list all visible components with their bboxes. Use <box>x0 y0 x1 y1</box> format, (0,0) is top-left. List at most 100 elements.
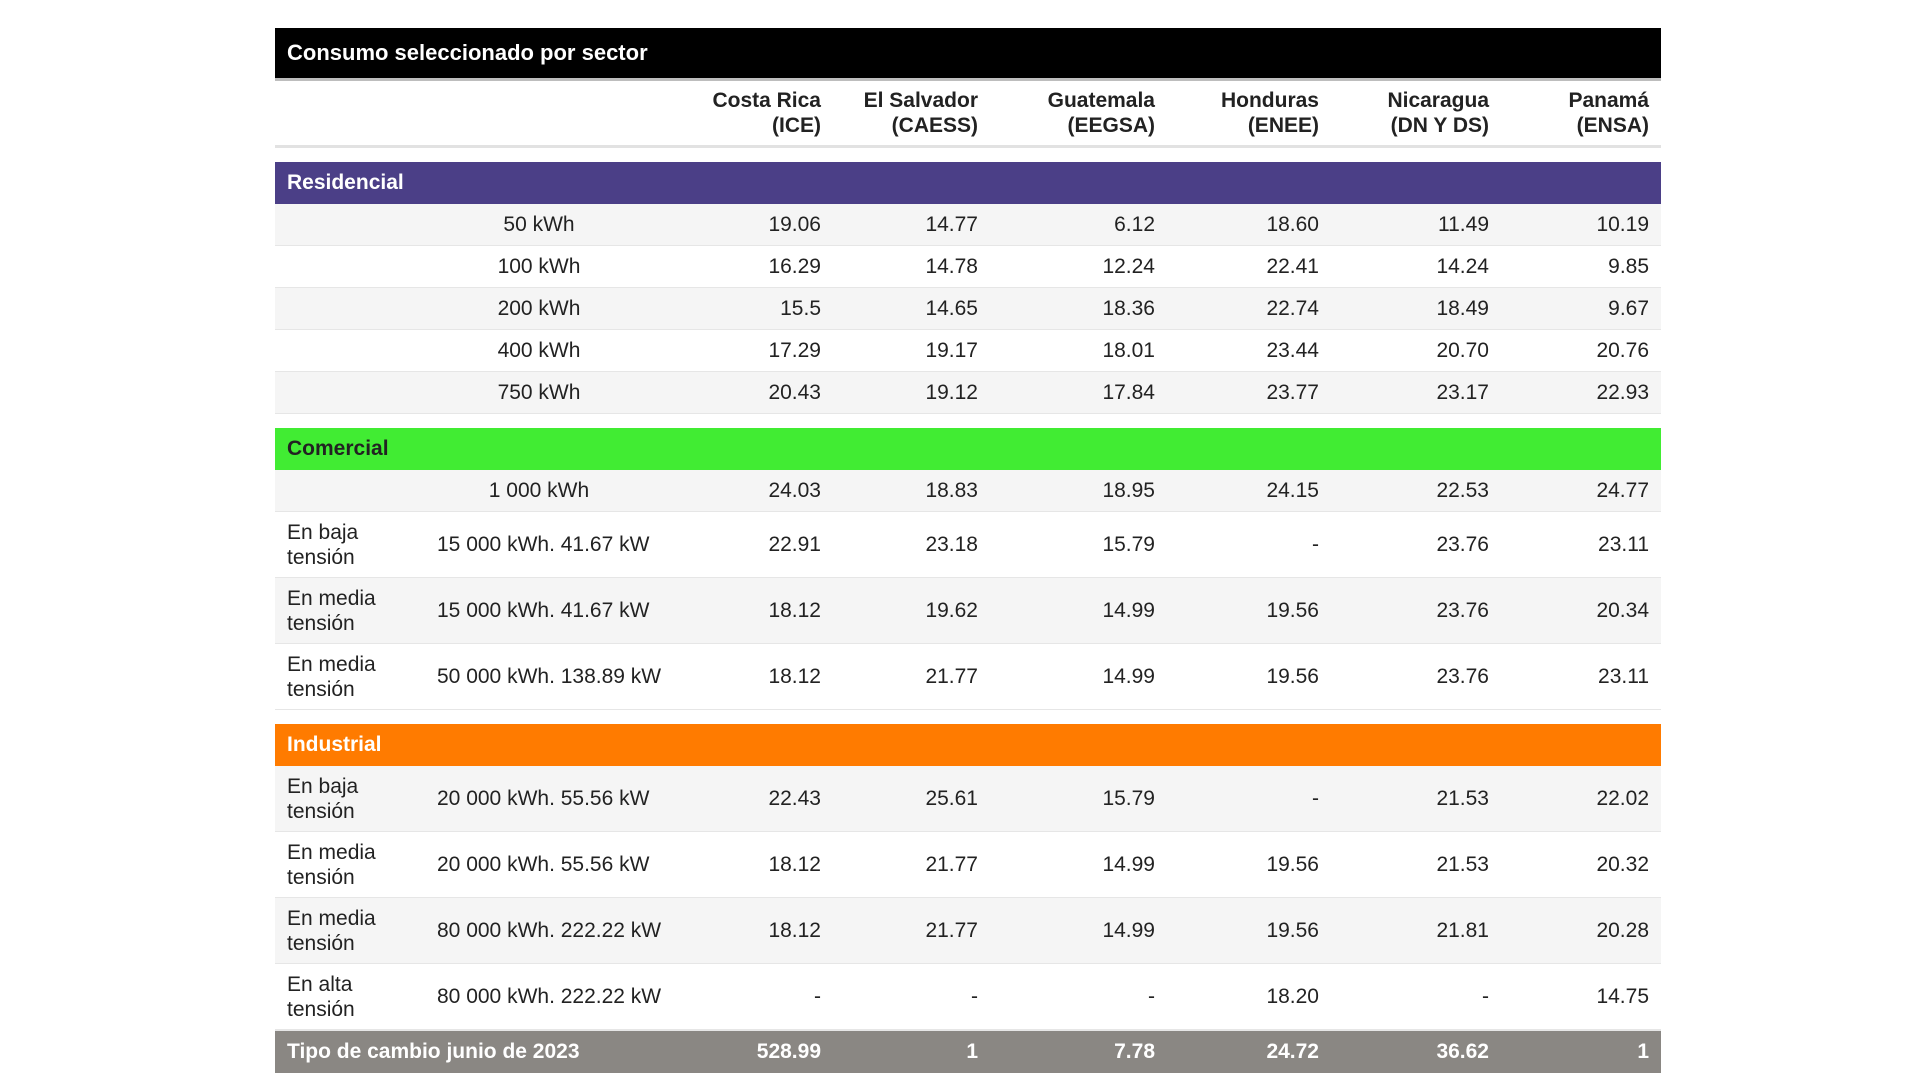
table-row: 400 kWh 17.29 19.17 18.01 23.44 20.70 20.76 <box>275 329 1662 372</box>
rate-value: 16.29 <box>653 245 833 288</box>
rate-value: 18.83 <box>833 470 990 512</box>
table-row: En baja tensión 20 000 kWh. 55.56 kW 22.43… <box>275 766 1662 832</box>
rate-value: 19.62 <box>833 577 990 644</box>
rate-value: 19.56 <box>1167 577 1331 644</box>
column-header-honduras: Honduras (ENEE) <box>1167 79 1331 148</box>
rate-value: - <box>990 963 1167 1031</box>
table-row: 200 kWh 15.5 14.65 18.36 22.74 18.49 9.67 <box>275 287 1662 330</box>
rate-value: 21.77 <box>833 897 990 964</box>
rate-value: 19.56 <box>1167 897 1331 964</box>
rate-value: 9.67 <box>1501 287 1662 330</box>
rate-value: 20.43 <box>653 371 833 414</box>
column-header-el-salvador: El Salvador (CAESS) <box>833 79 990 148</box>
consumption-description: 200 kWh <box>425 287 653 330</box>
rate-value: 21.77 <box>833 831 990 898</box>
rate-value: 14.77 <box>833 204 990 246</box>
rate-value: 6.12 <box>990 204 1167 246</box>
rate-value: - <box>1167 766 1331 832</box>
rate-value: 17.29 <box>653 329 833 372</box>
section-header-row: Comercial <box>275 428 1662 470</box>
voltage-category <box>275 470 425 512</box>
consumption-description: 80 000 kWh. 222.22 kW <box>425 897 661 964</box>
table-row: En media tensión 15 000 kWh. 41.67 kW 18.1… <box>275 577 1662 644</box>
exchange-rate-value: 7.78 <box>990 1029 1167 1073</box>
spacer-cell <box>275 710 1661 725</box>
rate-value: 14.75 <box>1501 963 1662 1031</box>
rate-value: 18.95 <box>990 470 1167 512</box>
voltage-category: En media tensión <box>275 643 425 710</box>
rate-value: 21.77 <box>833 643 990 710</box>
rate-value: 24.03 <box>653 470 833 512</box>
table-row: En media tensión 80 000 kWh. 222.22 kW 18.… <box>275 897 1662 964</box>
rate-value: 14.99 <box>990 643 1167 710</box>
rate-value: 9.85 <box>1501 245 1662 288</box>
column-header-panama: Panamá (ENSA) <box>1501 79 1662 148</box>
rate-value: 20.76 <box>1501 329 1662 372</box>
exchange-rate-label: Tipo de cambio junio de 2023 <box>275 1029 653 1073</box>
rate-value: 15.79 <box>990 766 1167 832</box>
table-row: 100 kWh 16.29 14.78 12.24 22.41 14.24 9.85 <box>275 245 1662 288</box>
rate-value: 23.17 <box>1331 371 1501 414</box>
section-header-row: Industrial <box>275 724 1662 766</box>
column-header-guatemala: Guatemala (EEGSA) <box>990 79 1167 148</box>
consumption-description: 80 000 kWh. 222.22 kW <box>425 963 661 1031</box>
consumption-description: 750 kWh <box>425 371 653 414</box>
spacer-cell <box>275 147 1661 163</box>
table-row: En media tensión 20 000 kWh. 55.56 kW 18.1… <box>275 831 1662 898</box>
rate-value: 21.53 <box>1331 766 1501 832</box>
spacer-cell <box>275 414 1661 429</box>
consumption-description: 50 kWh <box>425 204 653 246</box>
exchange-rate-row: Tipo de cambio junio de 2023 528.99 1 7.… <box>275 1029 1662 1073</box>
rate-value: 23.76 <box>1331 643 1501 710</box>
rate-value: 22.93 <box>1501 371 1662 414</box>
rate-value: 24.15 <box>1167 470 1331 512</box>
rate-value: 10.19 <box>1501 204 1662 246</box>
voltage-category <box>275 287 425 330</box>
consumption-description: 20 000 kWh. 55.56 kW <box>425 766 653 832</box>
rate-value: 18.12 <box>653 577 833 644</box>
voltage-category: En baja tensión <box>275 511 425 578</box>
rate-value: 23.18 <box>833 511 990 578</box>
consumption-description: 20 000 kWh. 55.56 kW <box>425 831 653 898</box>
rate-value: 21.53 <box>1331 831 1501 898</box>
rate-value: 23.76 <box>1331 511 1501 578</box>
rate-value: 18.01 <box>990 329 1167 372</box>
voltage-category <box>275 329 425 372</box>
rate-value: 23.76 <box>1331 577 1501 644</box>
section-spacer <box>275 710 1661 725</box>
voltage-category <box>275 245 425 288</box>
consumption-description: 15 000 kWh. 41.67 kW <box>425 577 653 644</box>
rate-value: 22.91 <box>653 511 833 578</box>
rate-value: 19.56 <box>1167 831 1331 898</box>
table-container: Consumo seleccionado por sector Costa Ri… <box>275 28 1662 1073</box>
rate-value: 14.99 <box>990 897 1167 964</box>
section-header-row: Residencial <box>275 162 1662 204</box>
rate-value: 18.36 <box>990 287 1167 330</box>
rate-value: 22.53 <box>1331 470 1501 512</box>
rate-value: 20.70 <box>1331 329 1501 372</box>
consumption-table: Consumo seleccionado por sector Costa Ri… <box>275 28 1662 1073</box>
rate-value: 15.5 <box>653 287 833 330</box>
rate-value: - <box>653 963 833 1031</box>
rate-value: 22.02 <box>1501 766 1662 832</box>
rate-value: 23.11 <box>1501 643 1662 710</box>
exchange-rate-value: 1 <box>1501 1029 1662 1073</box>
rate-value: 25.61 <box>833 766 990 832</box>
rate-value: 18.12 <box>653 897 833 964</box>
rate-value: 14.78 <box>833 245 990 288</box>
rate-value: 22.43 <box>653 766 833 832</box>
rate-value: 23.44 <box>1167 329 1331 372</box>
table-row: 50 kWh 19.06 14.77 6.12 18.60 11.49 10.19 <box>275 204 1662 246</box>
section-title: Residencial <box>275 162 1662 204</box>
rate-value: 23.11 <box>1501 511 1662 578</box>
rate-value: 18.60 <box>1167 204 1331 246</box>
rate-value: 14.99 <box>990 831 1167 898</box>
rate-value: 22.41 <box>1167 245 1331 288</box>
rate-value: 14.65 <box>833 287 990 330</box>
rate-value: 18.12 <box>653 643 833 710</box>
voltage-category: En alta tensión <box>275 963 425 1031</box>
rate-value: 14.99 <box>990 577 1167 644</box>
rate-value: 20.28 <box>1501 897 1662 964</box>
voltage-category: En media tensión <box>275 577 425 644</box>
table-title: Consumo seleccionado por sector <box>275 28 1662 81</box>
